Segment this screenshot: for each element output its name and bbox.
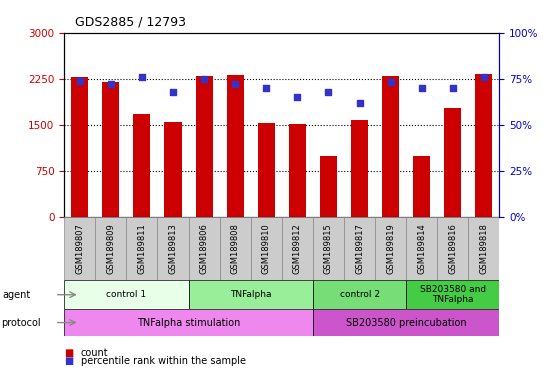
Bar — [64, 217, 95, 280]
Bar — [468, 217, 499, 280]
Bar — [95, 217, 126, 280]
Bar — [351, 121, 368, 217]
Bar — [227, 75, 244, 217]
Text: count: count — [81, 348, 109, 358]
Bar — [126, 217, 157, 280]
Text: GSM189809: GSM189809 — [107, 223, 116, 274]
Text: GSM189817: GSM189817 — [355, 223, 364, 274]
Bar — [251, 217, 282, 280]
Bar — [475, 74, 492, 217]
Text: GSM189810: GSM189810 — [262, 223, 271, 274]
Text: GDS2885 / 12793: GDS2885 / 12793 — [75, 16, 186, 29]
Bar — [189, 280, 313, 309]
Bar — [289, 124, 306, 217]
Bar — [189, 217, 220, 280]
Point — [230, 81, 239, 87]
Point — [75, 78, 84, 84]
Text: control 1: control 1 — [106, 290, 146, 299]
Bar — [71, 78, 88, 217]
Text: control 2: control 2 — [339, 290, 379, 299]
Text: GSM189812: GSM189812 — [293, 223, 302, 274]
Text: TNFalpha stimulation: TNFalpha stimulation — [137, 318, 240, 328]
Bar — [382, 76, 399, 217]
Point — [448, 85, 457, 91]
Text: GSM189807: GSM189807 — [75, 223, 84, 274]
Bar — [133, 114, 151, 217]
Text: protocol: protocol — [1, 318, 41, 328]
Bar — [282, 217, 313, 280]
Point — [386, 79, 395, 86]
Point — [200, 76, 209, 82]
Bar — [102, 82, 119, 217]
Point — [479, 74, 488, 80]
Bar — [320, 156, 337, 217]
Bar — [344, 217, 375, 280]
Bar — [413, 156, 430, 217]
Text: percentile rank within the sample: percentile rank within the sample — [81, 356, 246, 366]
Bar — [406, 217, 437, 280]
Bar — [64, 280, 189, 309]
Text: TNFalpha: TNFalpha — [230, 290, 271, 299]
Point — [169, 89, 177, 95]
Bar — [313, 309, 499, 336]
Bar — [258, 123, 275, 217]
Bar — [165, 122, 181, 217]
Point — [137, 74, 146, 80]
Point — [324, 89, 333, 95]
Text: ■: ■ — [64, 348, 74, 358]
Text: GSM189819: GSM189819 — [386, 223, 395, 274]
Bar — [313, 217, 344, 280]
Bar — [313, 280, 406, 309]
Text: agent: agent — [3, 290, 31, 300]
Point — [417, 85, 426, 91]
Text: GSM189816: GSM189816 — [448, 223, 457, 274]
Text: GSM189813: GSM189813 — [169, 223, 177, 274]
Point — [107, 81, 116, 87]
Text: ■: ■ — [64, 356, 74, 366]
Bar — [444, 108, 461, 217]
Text: GSM189806: GSM189806 — [200, 223, 209, 274]
Text: SB203580 preincubation: SB203580 preincubation — [346, 318, 466, 328]
Bar — [64, 309, 313, 336]
Bar — [220, 217, 251, 280]
Text: SB203580 and
TNFalpha: SB203580 and TNFalpha — [420, 285, 486, 305]
Text: GSM189808: GSM189808 — [230, 223, 239, 274]
Point — [355, 99, 364, 106]
Bar — [195, 76, 213, 217]
Bar — [375, 217, 406, 280]
Text: GSM189815: GSM189815 — [324, 223, 333, 274]
Text: GSM189818: GSM189818 — [479, 223, 488, 274]
Text: GSM189811: GSM189811 — [137, 223, 146, 274]
Point — [262, 85, 271, 91]
Bar — [157, 217, 189, 280]
Text: GSM189814: GSM189814 — [417, 223, 426, 274]
Point — [293, 94, 302, 100]
Bar — [437, 217, 468, 280]
Bar — [406, 280, 499, 309]
